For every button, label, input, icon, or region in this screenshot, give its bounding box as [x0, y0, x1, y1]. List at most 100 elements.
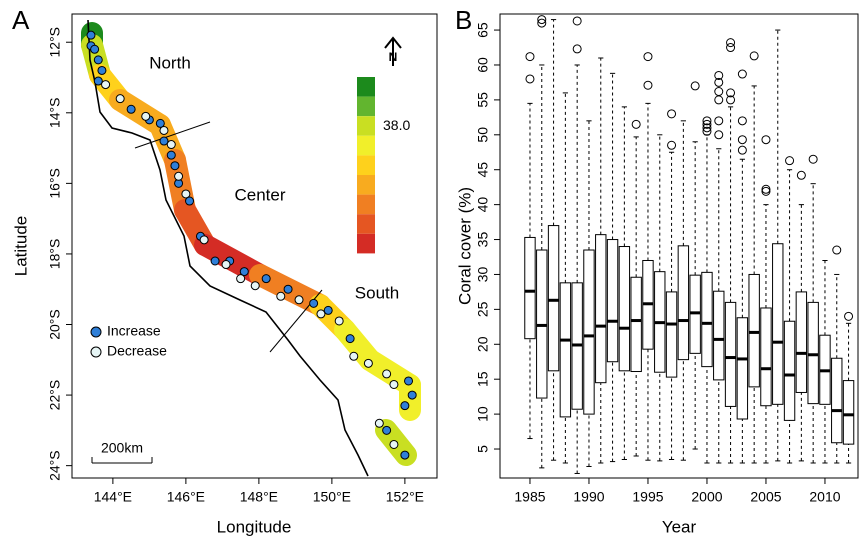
panel-label: B — [455, 5, 472, 35]
y-tick-label: 65 — [475, 22, 491, 38]
y-tick-label: 50 — [475, 127, 491, 143]
site-point — [374, 418, 384, 428]
site-point — [389, 439, 399, 449]
colorbar-swatch — [357, 155, 375, 175]
x-tick-label: 150°E — [313, 489, 351, 505]
outlier — [667, 140, 677, 150]
outlier — [761, 184, 771, 194]
site-point — [97, 65, 107, 75]
site-point — [93, 76, 103, 86]
y-tick-label: 20 — [475, 336, 491, 352]
site-point — [126, 104, 136, 114]
outlier — [525, 74, 535, 84]
box — [748, 273, 760, 388]
site-point — [199, 235, 209, 245]
x-tick-label: 148°E — [240, 489, 278, 505]
box — [724, 301, 737, 407]
site-point — [181, 189, 191, 199]
colorbar-swatch — [357, 77, 375, 97]
box — [831, 357, 843, 444]
site-point — [404, 376, 414, 386]
box — [713, 290, 725, 381]
site-point — [283, 284, 293, 294]
box — [606, 239, 619, 363]
box — [630, 276, 642, 373]
box — [783, 320, 796, 421]
outlier — [537, 18, 547, 28]
panel-label: A — [12, 5, 30, 35]
outlier — [643, 80, 653, 90]
y-tick-label: 10 — [475, 406, 491, 422]
scale-label: 200km — [101, 440, 143, 456]
colorbar-swatch — [357, 194, 375, 215]
plot-frame — [499, 13, 859, 479]
y-tick-label: 45 — [475, 162, 491, 178]
box — [524, 236, 536, 340]
outlier — [572, 16, 582, 26]
y-tick-label: 14°S — [47, 98, 63, 129]
outlier — [844, 311, 854, 321]
y-tick-label: 16°S — [47, 168, 63, 199]
site-point — [407, 390, 417, 400]
x-tick-label: 144°E — [94, 489, 132, 505]
colorbar-swatch — [357, 214, 375, 234]
coastline — [87, 19, 369, 477]
box — [665, 291, 678, 378]
site-point — [93, 55, 103, 65]
colorbar-swatch — [357, 96, 375, 117]
outlier — [690, 81, 700, 91]
outlier — [714, 130, 724, 140]
y-tick-label: 60 — [475, 57, 491, 73]
box — [547, 225, 560, 372]
site-point — [363, 358, 373, 368]
site-point — [90, 44, 100, 54]
x-tick-label: 152°E — [386, 489, 424, 505]
site-point — [159, 136, 169, 146]
site-point — [400, 450, 410, 460]
site-point — [400, 401, 410, 411]
box — [701, 271, 713, 368]
outlier — [537, 15, 547, 25]
region-label: South — [355, 283, 399, 302]
box — [595, 234, 607, 384]
x-tick-label: 2000 — [691, 489, 722, 505]
box — [842, 380, 855, 445]
site-point — [382, 425, 392, 435]
y-axis-label: Coral cover (%) — [455, 187, 474, 305]
box — [807, 301, 819, 405]
y-tick-label: 24°S — [47, 450, 63, 481]
box — [772, 243, 784, 405]
outlier — [737, 145, 747, 155]
site-point — [236, 274, 246, 284]
site-point — [170, 161, 180, 171]
y-tick-label: 18°S — [47, 239, 63, 270]
x-tick-label: 146°E — [167, 489, 205, 505]
scale-bar — [91, 457, 153, 464]
outlier — [702, 116, 712, 126]
outlier — [714, 116, 724, 126]
site-point — [159, 125, 169, 135]
site-point — [239, 267, 249, 277]
outlier — [726, 43, 736, 53]
outlier — [832, 245, 842, 255]
outlier — [785, 156, 795, 166]
site-point — [334, 316, 344, 326]
site-point — [155, 118, 165, 128]
site-point — [323, 305, 333, 315]
outlier — [702, 123, 712, 133]
box — [677, 245, 690, 361]
x-axis-label: Year — [662, 517, 697, 536]
legend-label: Increase — [107, 323, 161, 339]
outlier — [667, 109, 677, 119]
colorbar-swatch — [357, 233, 375, 254]
y-tick-label: 35 — [475, 232, 491, 248]
x-tick-label: 1985 — [514, 489, 545, 505]
site-point — [210, 256, 220, 266]
north-label: N — [389, 50, 398, 64]
y-tick-label: 25 — [475, 301, 491, 317]
box — [795, 291, 808, 393]
colorbar-swatch — [357, 116, 375, 136]
outlier — [726, 95, 736, 105]
box — [559, 282, 572, 418]
site-point — [86, 30, 96, 40]
